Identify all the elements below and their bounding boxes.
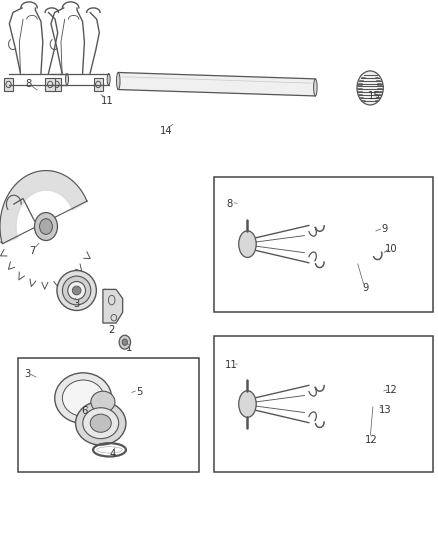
Ellipse shape <box>68 281 85 300</box>
Ellipse shape <box>62 380 104 416</box>
Polygon shape <box>118 72 315 96</box>
Text: 8: 8 <box>227 199 233 208</box>
Ellipse shape <box>117 72 120 90</box>
Ellipse shape <box>314 79 317 96</box>
Ellipse shape <box>66 74 68 85</box>
Bar <box>52 78 61 91</box>
Polygon shape <box>0 171 87 244</box>
Ellipse shape <box>91 391 115 413</box>
Ellipse shape <box>57 271 96 310</box>
Bar <box>94 78 103 91</box>
Text: 13: 13 <box>379 406 392 415</box>
Text: 3: 3 <box>24 369 30 379</box>
Bar <box>214 336 433 472</box>
Ellipse shape <box>75 401 126 445</box>
Ellipse shape <box>55 373 112 423</box>
Text: 5: 5 <box>136 387 142 397</box>
Text: 10: 10 <box>385 244 397 254</box>
Bar <box>18 358 199 472</box>
Ellipse shape <box>63 276 91 305</box>
Text: 15: 15 <box>368 91 381 101</box>
Circle shape <box>35 213 57 240</box>
Text: 11: 11 <box>101 96 114 106</box>
Ellipse shape <box>83 408 119 439</box>
Bar <box>46 78 55 91</box>
Text: 8: 8 <box>25 79 32 89</box>
Ellipse shape <box>239 231 256 257</box>
Text: 9: 9 <box>363 283 369 293</box>
Circle shape <box>119 335 131 349</box>
Ellipse shape <box>357 71 383 105</box>
Text: 6: 6 <box>81 407 87 416</box>
Polygon shape <box>103 289 123 323</box>
Ellipse shape <box>239 391 256 417</box>
Text: 14: 14 <box>160 126 173 135</box>
Text: 3: 3 <box>74 299 80 309</box>
Bar <box>214 177 433 312</box>
Text: 11: 11 <box>225 360 238 370</box>
Text: 12: 12 <box>365 435 378 445</box>
Text: 1: 1 <box>126 343 132 352</box>
Bar <box>4 78 13 91</box>
Ellipse shape <box>72 286 81 295</box>
Circle shape <box>39 219 53 235</box>
Ellipse shape <box>107 74 110 85</box>
Text: 9: 9 <box>381 224 388 234</box>
Text: 2: 2 <box>109 326 115 335</box>
Ellipse shape <box>90 414 111 432</box>
Circle shape <box>122 339 127 345</box>
Text: 7: 7 <box>30 246 36 255</box>
Text: 12: 12 <box>385 385 398 395</box>
Text: 4: 4 <box>110 449 116 459</box>
